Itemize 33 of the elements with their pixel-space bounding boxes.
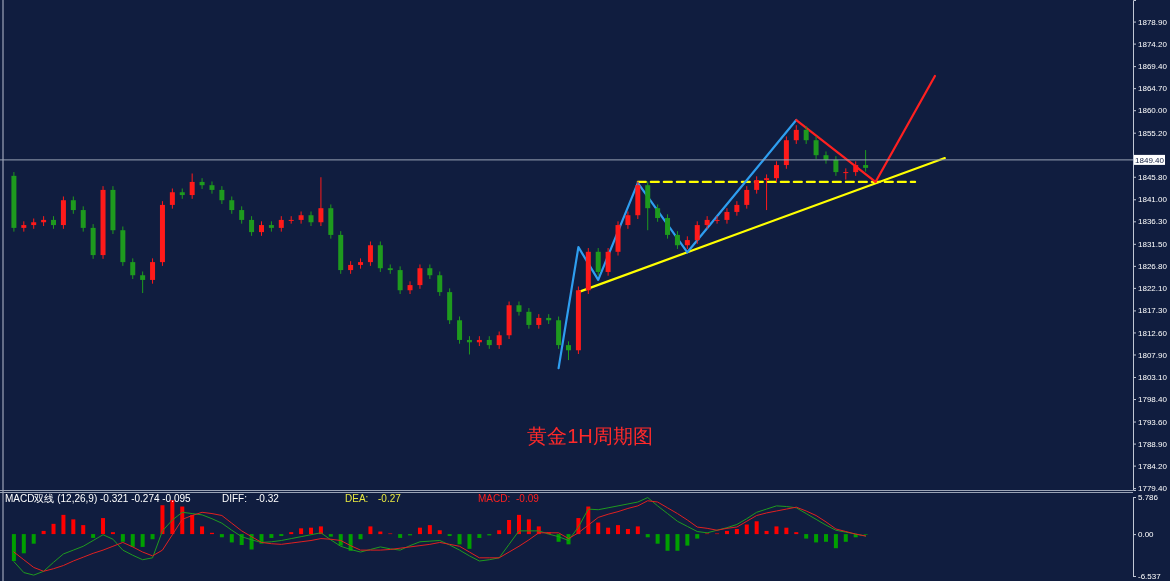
y-tick-label: 1822.10: [1138, 283, 1168, 293]
ref-line-label: 1849.40: [1135, 155, 1165, 165]
y-tick-label: 1793.60: [1138, 417, 1168, 427]
y-tick-label: 1836.30: [1138, 217, 1168, 227]
y-tick-label: 1803.10: [1138, 373, 1168, 383]
chart-title: MACD双线 (12,26,9) -0.321 -0.274 -0.095: [5, 493, 192, 504]
annotation: DIFF:: [222, 493, 247, 504]
y-tick-label: 1817.30: [1138, 306, 1168, 316]
y-tick-label: 1864.70: [1138, 84, 1168, 94]
annotation: DEA:: [345, 493, 369, 504]
annotation: -0.32: [256, 493, 280, 504]
y-tick-label: 1812.60: [1138, 328, 1168, 338]
y-tick-label: 1845.80: [1138, 172, 1168, 182]
y-tick-label: 1826.80: [1138, 261, 1168, 271]
y-tick-label: 1831.50: [1138, 239, 1168, 249]
y-tick-label: 1869.40: [1138, 62, 1168, 72]
y-tick-label: 1788.90: [1138, 439, 1168, 449]
annotation: -0.09: [516, 493, 540, 504]
y-tick-label: 5.786: [1138, 493, 1159, 503]
y-tick-label: 1798.40: [1138, 395, 1168, 405]
y-tick-label: 1855.20: [1138, 128, 1168, 138]
annotation: -0.27: [378, 493, 402, 504]
y-tick-label: 1860.00: [1138, 106, 1168, 116]
y-tick-label: 1841.00: [1138, 195, 1168, 205]
y-tick-label: 1779.40: [1138, 484, 1168, 494]
y-tick-label: 1784.20: [1138, 461, 1168, 471]
y-tick-label: 0.00: [1138, 530, 1155, 540]
y-tick-label: 1878.90: [1138, 17, 1168, 27]
y-tick-label: -6.537: [1138, 572, 1162, 581]
y-tick-label: 1874.20: [1138, 39, 1168, 49]
text: 黄金1H周期图: [527, 425, 653, 447]
y-tick-label: 1807.90: [1138, 350, 1168, 360]
annotation: MACD:: [478, 493, 511, 504]
